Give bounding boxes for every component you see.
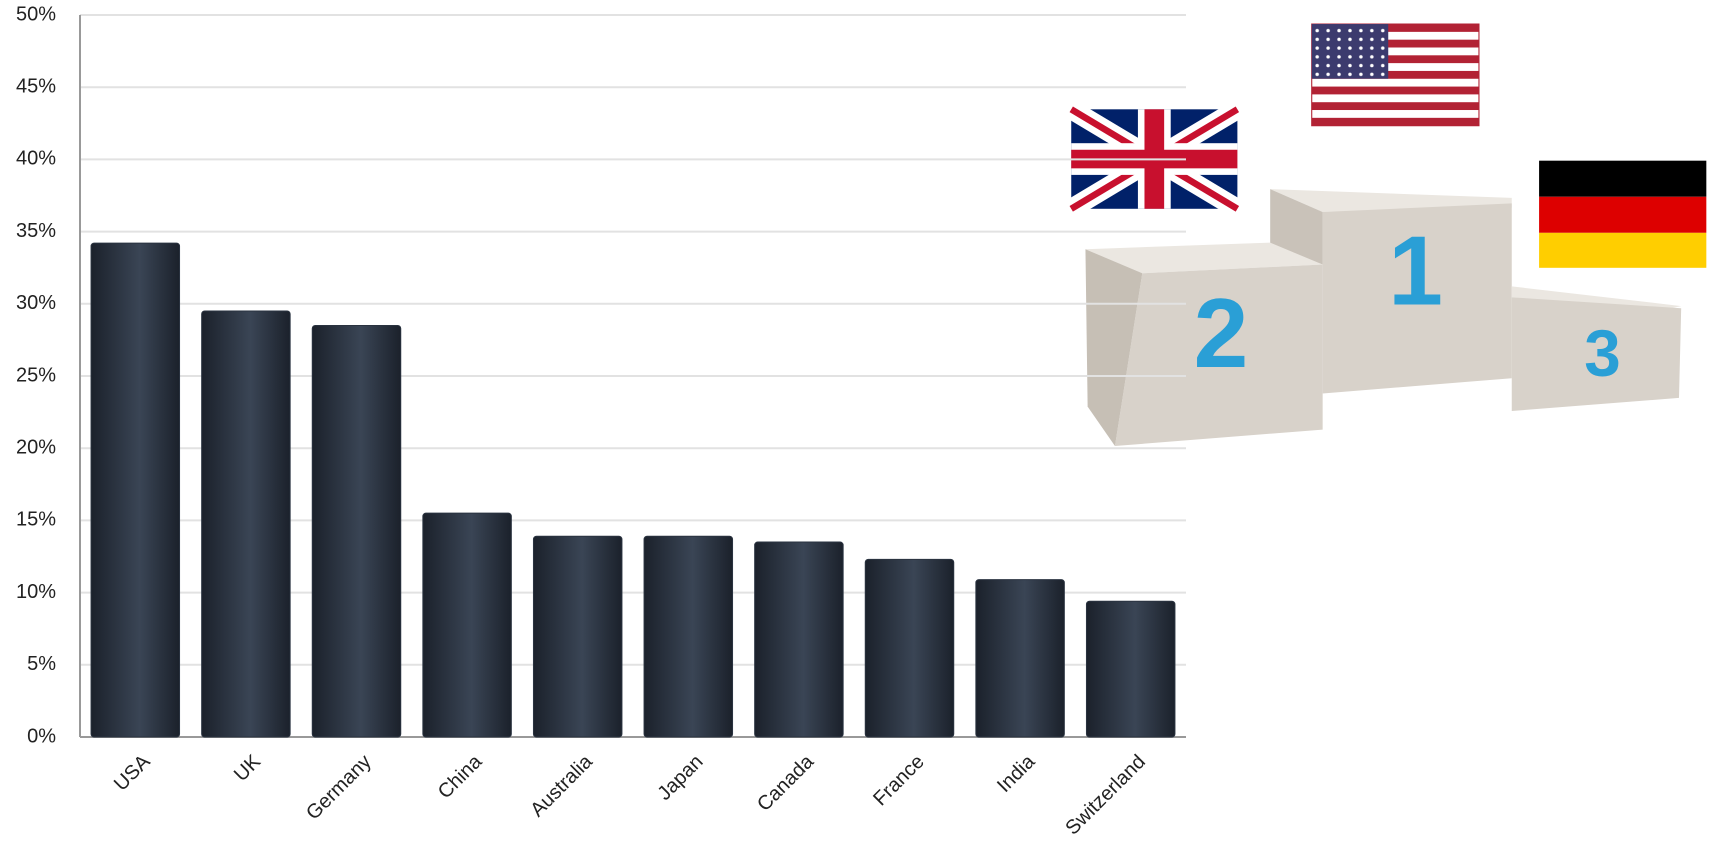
x-tick-label: Australia <box>526 750 597 821</box>
y-tick-label: 45% <box>16 75 56 97</box>
bar <box>90 242 181 738</box>
bar <box>864 558 955 738</box>
bar <box>201 310 291 738</box>
x-tick-label: Germany <box>302 751 376 825</box>
bar <box>754 541 844 738</box>
podium-number: 2 <box>1194 278 1249 388</box>
bar <box>311 324 402 738</box>
y-tick-label: 15% <box>16 509 56 531</box>
y-tick-label: 35% <box>16 220 56 242</box>
y-tick-label: 30% <box>16 292 56 314</box>
y-tick-label: 5% <box>27 653 56 675</box>
x-tick-label: France <box>869 751 929 811</box>
x-tick-label: Switzerland <box>1061 751 1150 840</box>
bar <box>422 512 512 738</box>
bar <box>1085 600 1176 738</box>
y-tick-label: 40% <box>16 148 56 170</box>
podium-number: 3 <box>1584 317 1620 390</box>
y-tick-label: 25% <box>16 364 56 386</box>
y-tick-label: 10% <box>16 581 56 603</box>
y-tick-label: 20% <box>16 436 56 458</box>
x-tick-label: India <box>993 750 1040 797</box>
bar <box>643 535 734 738</box>
x-tick-label: USA <box>110 750 155 795</box>
x-tick-label: UK <box>230 750 266 786</box>
x-tick-label: China <box>434 750 487 803</box>
x-tick-label: Japan <box>653 751 707 805</box>
bar <box>532 535 623 738</box>
usa-flag <box>1311 23 1480 127</box>
bar <box>975 579 1065 738</box>
y-tick-label: 50% <box>16 3 56 25</box>
y-tick-label: 0% <box>27 725 56 747</box>
x-tick-label: Canada <box>753 750 819 816</box>
germany-flag <box>1539 160 1707 268</box>
podium-number: 1 <box>1388 216 1443 326</box>
